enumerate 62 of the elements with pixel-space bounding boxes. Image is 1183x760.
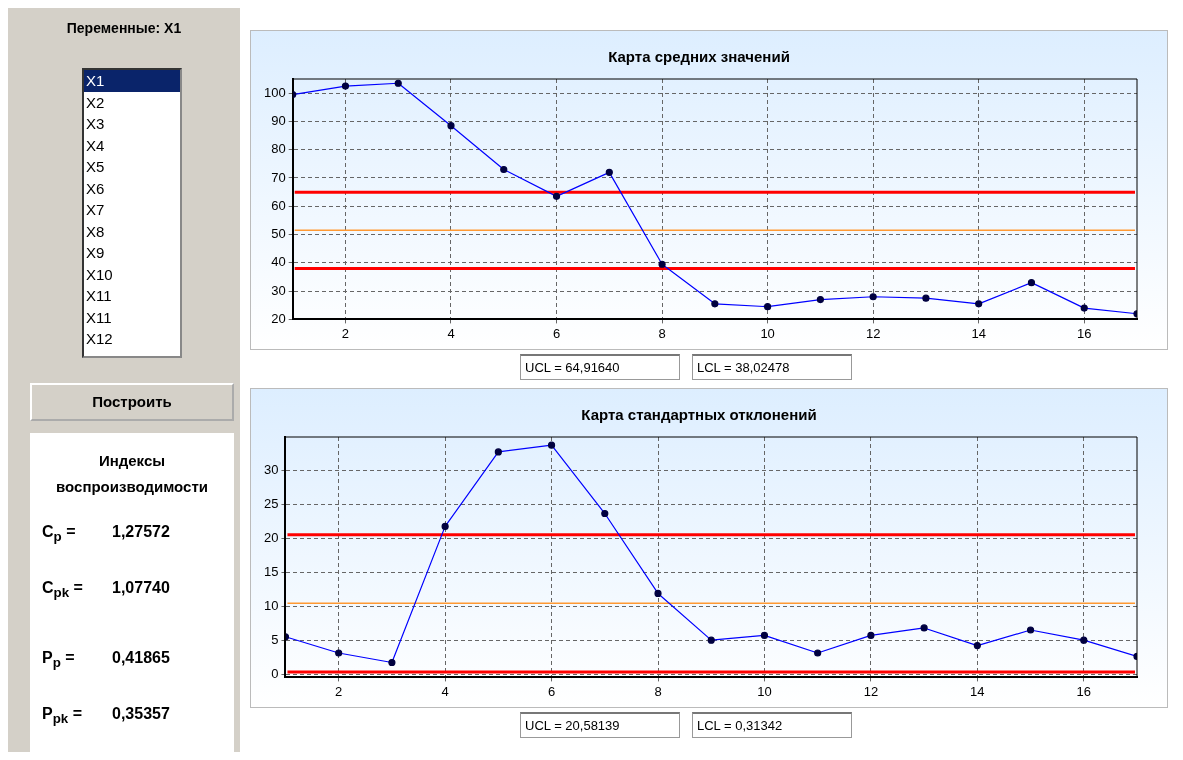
- text: 1,07740: [112, 579, 170, 598]
- text: X7: [85, 200, 106, 220]
- text: UCL = 64,91640: [520, 354, 680, 380]
- text: X9: [85, 243, 106, 263]
- text: X10: [85, 264, 114, 285]
- text: X3: [85, 114, 106, 134]
- x-tick-label: 14: [971, 325, 986, 341]
- text: X11: [85, 286, 113, 306]
- y-tick-label: 0: [271, 665, 279, 681]
- x-tick-label: 6: [547, 683, 556, 699]
- chart-title: Карта средних значений: [608, 48, 790, 66]
- x-tick-label: 4: [447, 325, 455, 341]
- text: P$_{pk}$ =: [42, 705, 84, 727]
- text: X6: [85, 178, 106, 199]
- text: UCL = 20,58139: [520, 712, 680, 738]
- text: C$_{p}$ =: [42, 523, 77, 545]
- y-tick-label: 25: [263, 496, 279, 512]
- x-tick-label: 16: [1076, 683, 1092, 699]
- x-tick-label: 2: [341, 325, 350, 341]
- text: Построить: [30, 383, 234, 421]
- chart-title: Карта стандартных отклонений: [581, 406, 817, 424]
- y-tick-label: 10: [263, 597, 279, 613]
- x-tick-label: 14: [970, 683, 985, 699]
- x-tick-label: 8: [658, 325, 666, 341]
- text: X5: [85, 157, 106, 177]
- text: 1,27572: [112, 523, 170, 542]
- y-tick-label: 20: [263, 530, 279, 546]
- x-tick-label: 2: [335, 683, 343, 699]
- y-tick-label: 70: [271, 169, 286, 185]
- x-tick-label: 6: [552, 325, 561, 341]
- x-tick-label: 12: [863, 683, 879, 699]
- text: P$_{p}$ =: [42, 649, 76, 671]
- text: X12: [85, 329, 114, 349]
- x-tick-label: 16: [1077, 325, 1092, 341]
- text: Индексы воспроизводимости: [55, 451, 209, 497]
- y-tick-label: 20: [271, 310, 286, 326]
- y-tick-label: 80: [271, 141, 286, 157]
- text: LCL = 38,02478: [692, 354, 852, 380]
- text: X4: [85, 135, 106, 156]
- text: X2: [85, 92, 106, 113]
- y-tick-label: 50: [271, 226, 286, 242]
- text: X11: [85, 307, 113, 328]
- text: Переменные: X1: [65, 19, 183, 36]
- y-tick-label: 100: [263, 84, 286, 100]
- text: 0,35357: [112, 705, 170, 724]
- text: X8: [85, 221, 106, 242]
- text: X1: [84, 70, 180, 92]
- x-tick-label: 4: [441, 683, 449, 699]
- y-tick-label: 40: [271, 254, 286, 270]
- text: 0,41865: [112, 649, 170, 668]
- text: C$_{pk}$ =: [42, 579, 84, 601]
- x-tick-label: 10: [760, 325, 775, 341]
- x-tick-label: 8: [654, 683, 662, 699]
- x-tick-label: 10: [757, 683, 772, 699]
- y-tick-label: 30: [263, 462, 279, 478]
- text: LCL = 0,31342: [692, 712, 852, 738]
- y-tick-label: 60: [271, 197, 286, 213]
- y-tick-label: 30: [271, 282, 286, 298]
- y-tick-label: 90: [271, 113, 286, 128]
- y-tick-label: 15: [263, 564, 279, 580]
- x-tick-label: 12: [865, 325, 881, 341]
- y-tick-label: 5: [271, 631, 279, 647]
